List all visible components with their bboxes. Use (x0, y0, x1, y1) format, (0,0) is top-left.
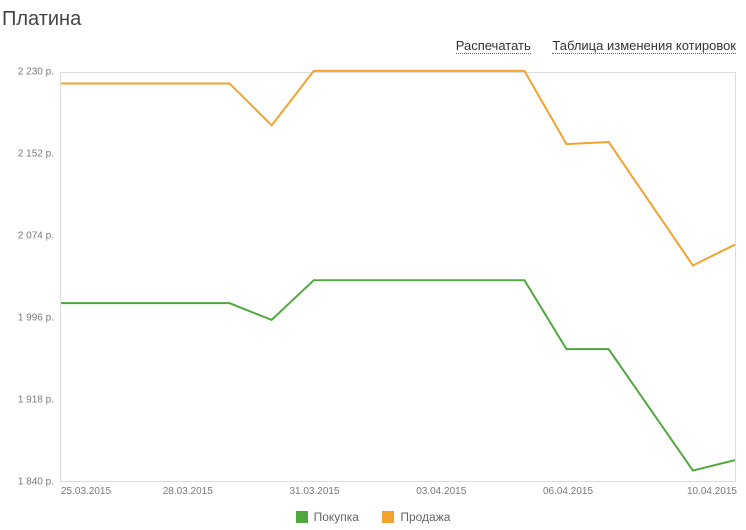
series-line (61, 280, 735, 470)
x-axis-label: 31.03.2015 (289, 486, 339, 497)
y-axis-label: 1 996 р. (4, 313, 54, 324)
x-axis-label: 03.04.2015 (416, 486, 466, 497)
x-axis-label: 25.03.2015 (61, 486, 111, 497)
page-title: Платина (0, 0, 746, 31)
y-axis-label: 1 840 р. (4, 477, 54, 488)
table-link[interactable]: Таблица изменения котировок (552, 38, 736, 54)
legend-swatch-sell (382, 511, 394, 523)
legend-item-buy: Покупка (296, 510, 359, 524)
x-axis-label: 10.04.2015 (687, 486, 737, 497)
y-axis-label: 2 074 р. (4, 231, 54, 242)
chart-lines (61, 73, 735, 481)
legend-swatch-buy (296, 511, 308, 523)
y-axis-label: 1 918 р. (4, 395, 54, 406)
legend-label-buy: Покупка (314, 510, 359, 524)
legend-item-sell: Продажа (382, 510, 450, 524)
legend-label-sell: Продажа (400, 510, 450, 524)
chart-actions: Распечатать Таблица изменения котировок (438, 38, 736, 53)
y-axis-label: 2 230 р. (4, 67, 54, 78)
y-axis-label: 2 152 р. (4, 149, 54, 160)
x-axis-label: 28.03.2015 (163, 486, 213, 497)
plot-area: 25.03.201528.03.201531.03.201503.04.2015… (60, 72, 736, 482)
print-link[interactable]: Распечатать (456, 38, 531, 54)
series-line (61, 71, 735, 266)
chart: 25.03.2015 28.03.2015 31.03.2015 03.04.2015… (4, 60, 742, 500)
x-axis-label: 06.04.2015 (543, 486, 593, 497)
legend: Покупка Продажа (0, 510, 746, 526)
